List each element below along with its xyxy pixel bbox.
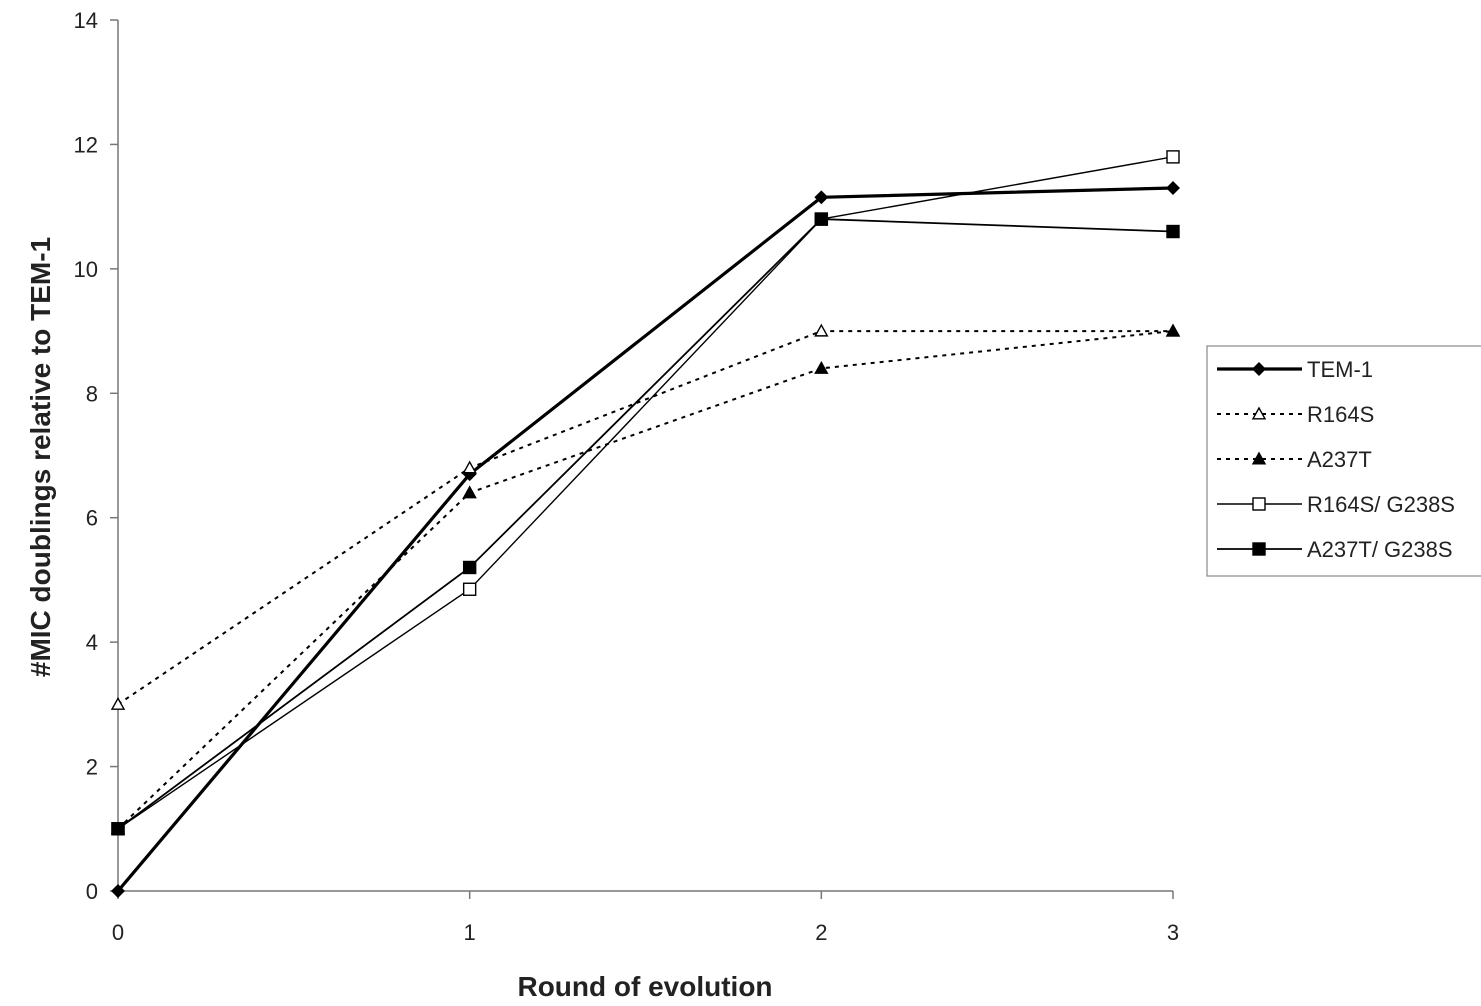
series-r164s-g238s [111, 150, 1180, 836]
y-tick-label: 6 [86, 506, 98, 531]
data-point [814, 323, 829, 337]
legend-label: TEM-1 [1307, 357, 1373, 382]
x-axis-title: Round of evolution [517, 971, 772, 1002]
data-point [111, 822, 125, 836]
legend-item: A237T/ G238S [1217, 537, 1453, 562]
series-line [117, 218, 1174, 830]
data-point [814, 212, 829, 226]
series-a237t-g238s [111, 212, 1180, 836]
data-point [814, 190, 829, 205]
y-tick-label: 4 [86, 630, 98, 655]
series-line [117, 330, 1173, 706]
legend-box [1206, 345, 1481, 577]
series-a237t [110, 323, 1181, 835]
x-tick-label: 0 [112, 920, 124, 945]
legend-label: R164S [1307, 402, 1374, 427]
legend-marker [1251, 451, 1267, 465]
legend-marker [1252, 362, 1266, 376]
data-point [1165, 323, 1181, 337]
data-point [814, 360, 829, 374]
legend-label: R164S/ G238S [1307, 492, 1455, 517]
series-line [117, 330, 1174, 830]
y-tick-label: 0 [86, 879, 98, 904]
legend: TEM-1 R164S A237T R164S/ G238S A237T/ G238S [1206, 345, 1481, 577]
data-point [110, 696, 126, 710]
legend-marker [1251, 406, 1267, 420]
data-point [1166, 224, 1180, 239]
x-tick-label: 1 [464, 920, 476, 945]
data-point [462, 582, 477, 596]
legend-marker [1252, 542, 1266, 556]
series-line [116, 186, 1174, 893]
data-point [462, 460, 477, 474]
series-tem-1 [111, 180, 1180, 898]
x-tick-label: 3 [1167, 920, 1179, 945]
data-point [1166, 180, 1180, 195]
legend-item: R164S [1217, 402, 1374, 427]
y-axis-title: #MIC doublings relative to TEM-1 [25, 237, 56, 677]
series-r164s [110, 323, 1181, 710]
data-point [111, 884, 125, 898]
legend-item: A237T [1217, 447, 1372, 472]
y-tick-label: 2 [86, 755, 98, 780]
legend-label: A237T/ G238S [1307, 537, 1453, 562]
legend-label: A237T [1307, 447, 1372, 472]
y-tick-label: 14 [74, 8, 98, 33]
legend-item: R164S/ G238S [1217, 492, 1455, 517]
series-line [117, 156, 1174, 830]
legend-item: TEM-1 [1217, 357, 1373, 382]
y-tick-label: 10 [74, 257, 98, 282]
data-point [462, 485, 477, 499]
x-tick-label: 2 [815, 920, 827, 945]
legend-marker [1252, 497, 1266, 511]
data-point [462, 560, 477, 575]
y-tick-label: 12 [74, 132, 98, 157]
series-layer [110, 150, 1181, 898]
data-point [1166, 150, 1180, 164]
y-tick-label: 8 [86, 381, 98, 406]
